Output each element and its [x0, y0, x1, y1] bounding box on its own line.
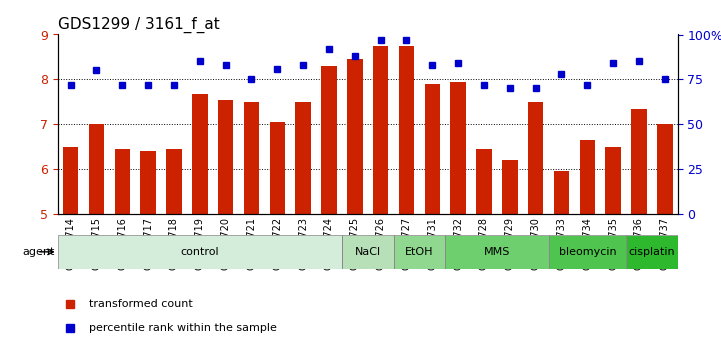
Text: cisplatin: cisplatin [629, 247, 676, 257]
Text: EtOH: EtOH [405, 247, 433, 257]
Bar [399, 46, 414, 214]
FancyBboxPatch shape [549, 235, 626, 269]
Bar [347, 59, 363, 214]
Text: percentile rank within the sample: percentile rank within the sample [89, 324, 277, 333]
Bar [115, 149, 130, 214]
Text: control: control [180, 247, 219, 257]
FancyBboxPatch shape [445, 235, 549, 269]
Bar [192, 94, 208, 214]
Bar [321, 66, 337, 214]
Bar [63, 147, 79, 214]
Bar [451, 81, 466, 214]
FancyBboxPatch shape [342, 235, 394, 269]
Bar [554, 171, 570, 214]
Bar [580, 140, 595, 214]
Bar [528, 102, 544, 214]
Bar [502, 160, 518, 214]
Text: NaCl: NaCl [355, 247, 381, 257]
Bar [244, 102, 260, 214]
Bar [270, 122, 285, 214]
Bar [89, 124, 104, 214]
Bar [425, 84, 440, 214]
Bar [166, 149, 182, 214]
Bar [606, 147, 621, 214]
Bar [476, 149, 492, 214]
Text: MMS: MMS [484, 247, 510, 257]
FancyBboxPatch shape [58, 235, 342, 269]
Text: transformed count: transformed count [89, 299, 193, 309]
Bar [141, 151, 156, 214]
Bar [657, 124, 673, 214]
Bar [632, 108, 647, 214]
Text: agent: agent [23, 247, 55, 257]
Bar [218, 100, 234, 214]
Text: GDS1299 / 3161_f_at: GDS1299 / 3161_f_at [58, 17, 219, 33]
Bar [373, 46, 389, 214]
Bar [296, 102, 311, 214]
FancyBboxPatch shape [626, 235, 678, 269]
FancyBboxPatch shape [394, 235, 445, 269]
Text: bleomycin: bleomycin [559, 247, 616, 257]
